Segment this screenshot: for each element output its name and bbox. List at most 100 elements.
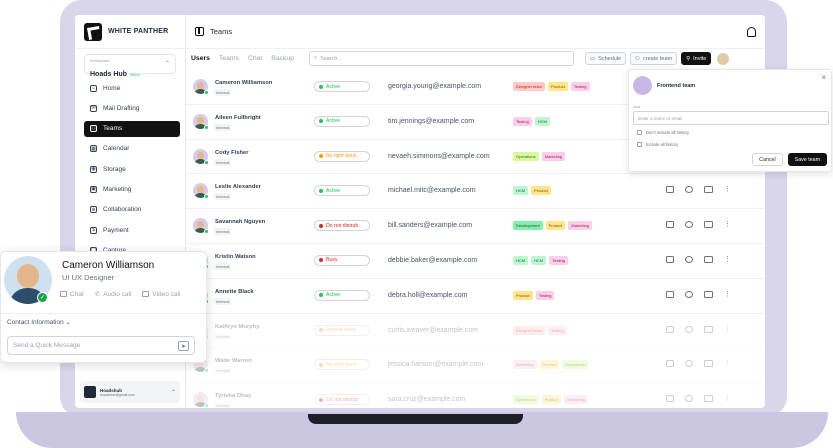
tag-list: Operations Product Marketing xyxy=(513,395,588,405)
close-icon[interactable]: × xyxy=(821,73,826,82)
table-row[interactable]: Savannah Nguyen Internal Do not distrub bil… xyxy=(186,209,765,244)
sidebar-item-teams[interactable]: ⚇ Teams xyxy=(84,120,180,137)
tab-chat[interactable]: Chat xyxy=(247,55,263,62)
history-option-include[interactable]: Include all history xyxy=(637,142,678,147)
user-role: Internal xyxy=(214,402,232,408)
table-row[interactable]: Leslie Alexander Internal Active michael.mi… xyxy=(186,174,765,210)
status-select[interactable]: Active xyxy=(314,185,370,197)
tab-backup[interactable]: Backup xyxy=(271,55,294,62)
table-row[interactable]: Tyrisha Obay Internal Do not distrub sara.c… xyxy=(186,383,765,408)
sidebar-item-marketing[interactable]: ▣ Marketing xyxy=(84,181,180,197)
status-dot xyxy=(319,154,323,159)
add-user-icon: ⚲ xyxy=(686,55,691,62)
chat-icon[interactable] xyxy=(685,255,693,263)
more-icon[interactable]: ⋮ xyxy=(724,290,731,298)
checkbox[interactable] xyxy=(637,142,642,147)
audio-call-button[interactable]: ✆ Audio call xyxy=(95,290,132,299)
search-input[interactable]: ⌕ Search... xyxy=(308,51,574,66)
user-name: Kathryn Murphy xyxy=(215,323,260,330)
video-icon[interactable] xyxy=(704,360,713,368)
mail-icon[interactable] xyxy=(666,395,674,403)
more-icon[interactable]: ⋮ xyxy=(724,360,731,368)
history-option-exclude[interactable]: Don't include all history xyxy=(637,130,689,135)
quick-message-input[interactable]: Send a Quick Message ➤ xyxy=(7,336,195,355)
status-select[interactable]: Do not distrub xyxy=(314,394,370,406)
sidebar-toggle-icon[interactable] xyxy=(195,27,204,36)
status-select[interactable]: Active xyxy=(314,115,370,127)
status-select[interactable]: Do not distrub xyxy=(314,220,370,232)
contact-info-label: Contact Information xyxy=(7,319,64,326)
mail-icon[interactable] xyxy=(666,360,674,368)
chat-icon[interactable] xyxy=(685,186,693,194)
bell-icon[interactable] xyxy=(747,26,756,37)
chat-icon[interactable] xyxy=(685,360,693,368)
sidebar-item-collaboration[interactable]: ⊕ Collaboration xyxy=(84,202,180,218)
mail-icon[interactable] xyxy=(666,255,674,263)
create-team-button[interactable]: ⚇ create team xyxy=(630,52,678,65)
cancel-button[interactable]: Cancel xyxy=(752,153,783,166)
contact-info-toggle[interactable]: Contact Information ⌄ xyxy=(7,318,71,326)
status-select[interactable]: Be right back xyxy=(314,359,370,371)
sidebar-item-payment[interactable]: $ Payment xyxy=(84,222,180,238)
sidebar-item-storage[interactable]: ◉ Storage xyxy=(84,161,180,177)
chat-icon[interactable] xyxy=(685,290,693,298)
video-icon[interactable] xyxy=(704,395,713,403)
workspace-selector[interactable]: Workspace Hoads Hub Select ⌃ xyxy=(84,54,176,78)
mail-icon[interactable] xyxy=(666,325,674,333)
status-select[interactable]: Busy xyxy=(314,254,370,266)
history-option-include-label: Include all history xyxy=(646,142,679,147)
tag-badge: Testing xyxy=(548,325,567,335)
chat-button[interactable]: Chat xyxy=(60,290,84,298)
user-name: Cody Fisher xyxy=(215,149,249,156)
more-icon[interactable]: ⋮ xyxy=(724,221,731,229)
status-label: Active xyxy=(326,292,341,299)
status-select[interactable]: Active xyxy=(314,289,370,301)
table-row[interactable]: Kathryn Murphy Internal Appear away curtis.… xyxy=(186,314,765,349)
table-row[interactable]: Cody Fisher Internal Be right back nevaeh.s… xyxy=(186,140,765,175)
video-icon[interactable] xyxy=(704,325,713,333)
profile-actions: Chat ✆ Audio call Video call xyxy=(60,290,180,298)
table-row[interactable]: Kristin Watson Internal Busy debbie.baker@e… xyxy=(186,244,765,279)
video-icon[interactable] xyxy=(704,290,713,298)
save-team-button[interactable]: Save team xyxy=(787,153,827,166)
mail-icon[interactable] xyxy=(666,186,674,194)
tab-users[interactable]: Users xyxy=(191,55,210,62)
sidebar-item-mail-drafting[interactable]: ✉ Mail Drafting xyxy=(84,100,180,116)
schedule-button[interactable]: ▭ Schedule xyxy=(584,52,627,65)
video-icon[interactable] xyxy=(704,255,713,263)
account-switcher[interactable]: Hoadshub hoadshub@gmail.com ⌃ xyxy=(80,381,180,403)
status-select[interactable]: Be right back xyxy=(314,150,370,162)
video-call-button[interactable]: Video call xyxy=(142,290,180,298)
tab-teams[interactable]: Teams xyxy=(218,55,239,62)
chat-label: Chat xyxy=(70,290,84,298)
sidebar-item-home[interactable]: ⌂ Home xyxy=(84,80,180,96)
status-select[interactable]: Active xyxy=(314,81,370,92)
video-icon[interactable] xyxy=(704,221,713,229)
invite-button[interactable]: ⚲ Invite xyxy=(681,52,712,65)
more-icon[interactable]: ⋮ xyxy=(724,325,731,333)
mail-icon[interactable] xyxy=(666,290,674,298)
tag-badge: HCM xyxy=(513,255,529,265)
table-row[interactable]: Annette Black Internal Active debra.holl@ex… xyxy=(186,279,765,314)
more-icon[interactable]: ⋮ xyxy=(724,186,731,194)
chat-icon[interactable] xyxy=(685,221,693,229)
table-row[interactable]: Wade Warren Internal Be right back jessica.… xyxy=(186,348,765,384)
more-icon[interactable]: ⋮ xyxy=(724,255,731,263)
status-select[interactable]: Appear away xyxy=(314,324,370,336)
mail-icon[interactable] xyxy=(666,221,674,229)
more-icon[interactable]: ⋮ xyxy=(724,395,731,403)
member-input[interactable]: Enter a name or email xyxy=(633,111,829,125)
status-label: Busy xyxy=(326,257,338,264)
video-icon[interactable] xyxy=(704,186,713,194)
send-icon[interactable]: ➤ xyxy=(178,341,189,351)
sidebar-item-calendar[interactable]: ▦ Calendar xyxy=(84,141,180,157)
tag-badge: Operations xyxy=(513,395,539,405)
workspace-badge: Select xyxy=(129,73,140,77)
row-actions: ⋮ xyxy=(666,290,731,298)
row-actions: ⋮ xyxy=(666,255,731,263)
tag-list: Development Product Marketing xyxy=(513,221,592,231)
avatar[interactable] xyxy=(717,52,730,65)
chat-icon[interactable] xyxy=(685,325,693,333)
chat-icon[interactable] xyxy=(685,395,693,403)
checkbox[interactable] xyxy=(637,130,642,135)
